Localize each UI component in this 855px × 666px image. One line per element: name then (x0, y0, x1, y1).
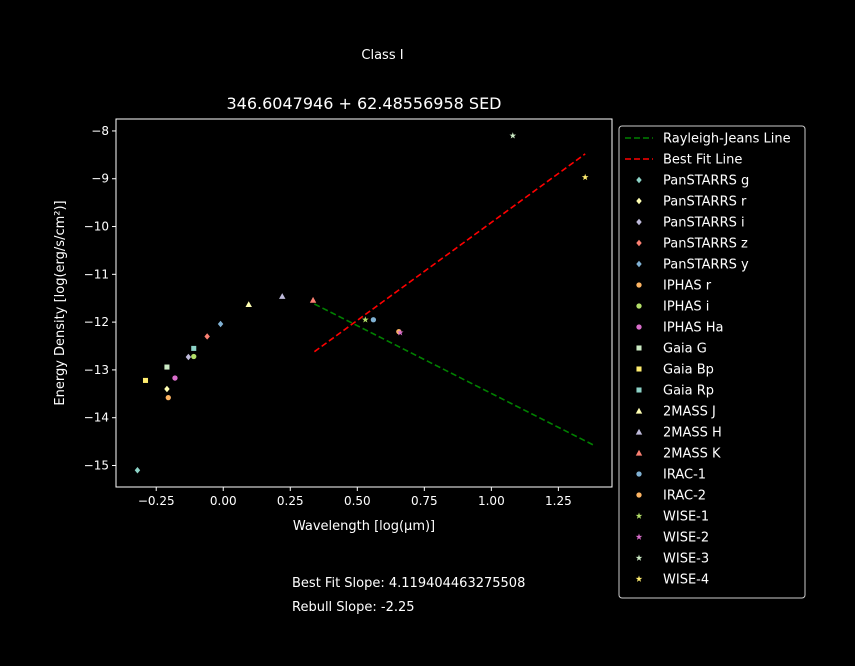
legend-marker (636, 345, 642, 351)
best-fit-slope-note: Best Fit Slope: 4.119404463275508 (292, 576, 526, 591)
point-2mass-k (309, 296, 317, 303)
legend-marker (636, 492, 642, 498)
point-irac-1 (370, 317, 377, 323)
legend-marker (636, 471, 642, 477)
legend-label: WISE-4 (663, 573, 709, 588)
point-gaia-rp (191, 345, 197, 351)
legend-label: PanSTARRS r (663, 195, 747, 210)
point-wise-2 (396, 329, 404, 336)
legend-label: PanSTARRS y (663, 258, 749, 273)
point-panstarrs-g (134, 467, 141, 474)
legend-label: Gaia Bp (663, 363, 714, 378)
legend-marker (636, 218, 642, 226)
chart-title: 346.6047946 + 62.48556958 SED (226, 94, 502, 113)
x-tick-label: 1.25 (545, 494, 572, 508)
x-tick-label: 0.75 (411, 494, 438, 508)
point-panstarrs-y (217, 320, 224, 328)
point-gaia-bp (142, 377, 149, 383)
legend-label: WISE-1 (663, 510, 709, 525)
axes-frame (115, 118, 613, 488)
line-rayleigh-jeans-line (314, 303, 594, 446)
x-tick-label: 0.50 (344, 494, 371, 508)
legend-label: 2MASS K (663, 447, 721, 462)
legend-label: IPHAS Ha (663, 321, 723, 336)
x-tick-label: 0.00 (210, 494, 237, 508)
point-wise-1 (362, 316, 369, 323)
x-tick-label: −0.25 (138, 494, 175, 508)
legend-marker (635, 428, 643, 435)
x-tick-label: 0.25 (277, 494, 304, 508)
legend-marker (635, 512, 643, 519)
point-wise-3 (509, 132, 517, 139)
legend-label: 2MASS J (663, 405, 716, 420)
legend-marker (635, 554, 643, 561)
legend-label: 2MASS H (663, 426, 722, 441)
legend-label: IPHAS i (663, 300, 709, 315)
legend-marker (635, 449, 643, 456)
rebull-slope-note: Rebull Slope: -2.25 (292, 600, 415, 615)
figure-suptitle: Class I (361, 48, 404, 63)
legend-label: PanSTARRS z (663, 237, 748, 252)
legend-label: Gaia G (663, 342, 707, 357)
point-panstarrs-i (185, 353, 192, 361)
legend-label: IRAC-1 (663, 468, 706, 483)
legend-marker (636, 324, 642, 330)
y-tick-label: −11 (84, 267, 109, 281)
legend-box (618, 125, 806, 599)
legend-label: Best Fit Line (663, 153, 742, 168)
legend-marker (636, 239, 642, 247)
legend-marker (636, 260, 642, 268)
y-tick-label: −15 (84, 458, 109, 472)
point-iphas-i (191, 353, 197, 360)
point-gaia-g (164, 364, 170, 370)
legend-marker (635, 575, 643, 582)
point-wise-4 (581, 173, 589, 181)
legend-label: WISE-3 (663, 552, 709, 567)
x-axis-label: Wavelength [log(μm)] (293, 519, 435, 534)
line-best-fit-line (313, 153, 586, 353)
point-2mass-j (245, 301, 252, 308)
y-tick-label: −8 (91, 124, 109, 138)
legend-marker (636, 387, 642, 393)
legend-marker (636, 282, 642, 288)
y-tick-label: −13 (84, 363, 109, 377)
point-iphas-ha (172, 375, 178, 381)
legend-marker (636, 303, 642, 309)
y-tick-label: −9 (91, 172, 109, 186)
legend-label: WISE-2 (663, 531, 709, 546)
y-tick-label: −14 (84, 411, 109, 425)
y-tick-label: −12 (84, 315, 109, 329)
legend-label: Rayleigh-Jeans Line (663, 132, 791, 147)
point-2mass-h (279, 293, 286, 299)
legend-label: PanSTARRS i (663, 216, 745, 231)
legend-marker (636, 366, 642, 372)
point-panstarrs-z (204, 333, 210, 340)
x-tick-label: 1.00 (478, 494, 505, 508)
legend-label: PanSTARRS g (663, 174, 749, 189)
y-tick-label: −10 (84, 220, 109, 234)
legend-label: IRAC-2 (663, 489, 706, 504)
legend-marker (635, 407, 643, 414)
legend-marker (636, 176, 642, 184)
point-panstarrs-r (164, 385, 170, 393)
y-axis-label: Energy Density [log(erg/s/cm²)] (53, 200, 68, 405)
legend-label: IPHAS r (663, 279, 712, 294)
legend-marker (636, 197, 642, 205)
point-iphas-r (165, 394, 171, 401)
legend-label: Gaia Rp (663, 384, 714, 399)
legend-marker (635, 533, 643, 540)
